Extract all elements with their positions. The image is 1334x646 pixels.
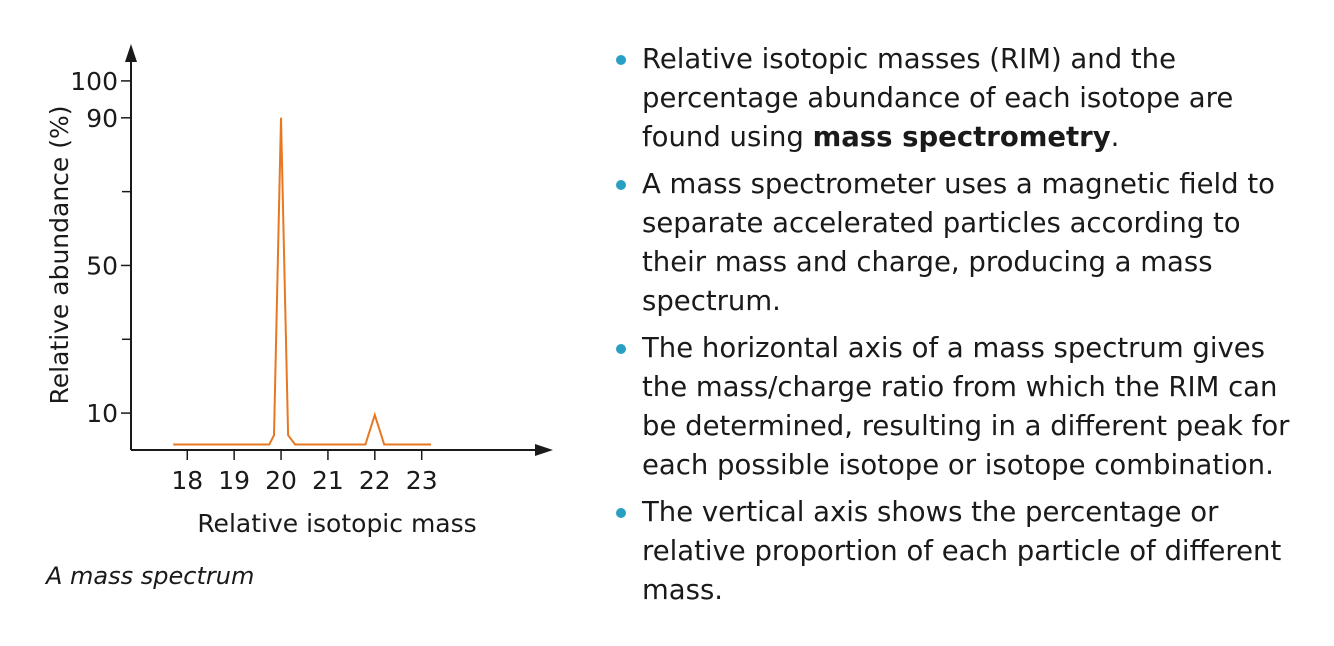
bullet-item: A mass spectrometer uses a magnetic fiel… [612, 165, 1312, 321]
bullet-item: The vertical axis shows the percentage o… [612, 493, 1312, 610]
mass-spectrum-chart: 18 19 20 21 22 23 10 50 90 100 Relative isotopic… [45, 44, 553, 538]
x-tick-label: 18 [171, 466, 203, 495]
y-axis-arrow [125, 44, 137, 62]
x-tick-label: 23 [406, 466, 438, 495]
bullet-text: The horizontal axis of a mass spectrum g… [642, 332, 1290, 481]
y-tick-label: 50 [86, 251, 118, 280]
y-tick-label: 90 [86, 104, 118, 133]
chart-caption: A mass spectrum [46, 562, 255, 590]
bullet-dot-icon [616, 55, 626, 65]
bullet-text: . [1110, 121, 1120, 153]
x-tick-label: 22 [359, 466, 391, 495]
x-axis-label: Relative isotopic mass [197, 509, 476, 538]
x-axis-arrow [535, 444, 553, 456]
y-tick-label: 10 [86, 399, 118, 428]
bullet-text: The vertical axis shows the percentage o… [642, 496, 1282, 606]
bullet-dot-icon [616, 508, 626, 518]
y-axis-label: Relative abundance (%) [45, 105, 74, 404]
bullet-item: The horizontal axis of a mass spectrum g… [612, 329, 1312, 485]
bullet-dot-icon [616, 180, 626, 190]
y-tick-label: 100 [70, 67, 118, 96]
bullet-item: Relative isotopic masses (RIM) and the p… [612, 40, 1312, 157]
x-tick-label: 19 [218, 466, 250, 495]
bullet-dot-icon [616, 344, 626, 354]
bold-term: mass spectrometry [812, 121, 1111, 153]
series-line [173, 117, 432, 446]
chart-axes [125, 44, 553, 456]
x-tick-label: 21 [312, 466, 344, 495]
x-tick-label: 20 [265, 466, 297, 495]
bullet-text: A mass spectrometer uses a magnetic fiel… [642, 168, 1275, 317]
bullet-list: Relative isotopic masses (RIM) and the p… [612, 40, 1312, 618]
bullet-text: Relative isotopic masses (RIM) and the p… [642, 43, 1234, 153]
